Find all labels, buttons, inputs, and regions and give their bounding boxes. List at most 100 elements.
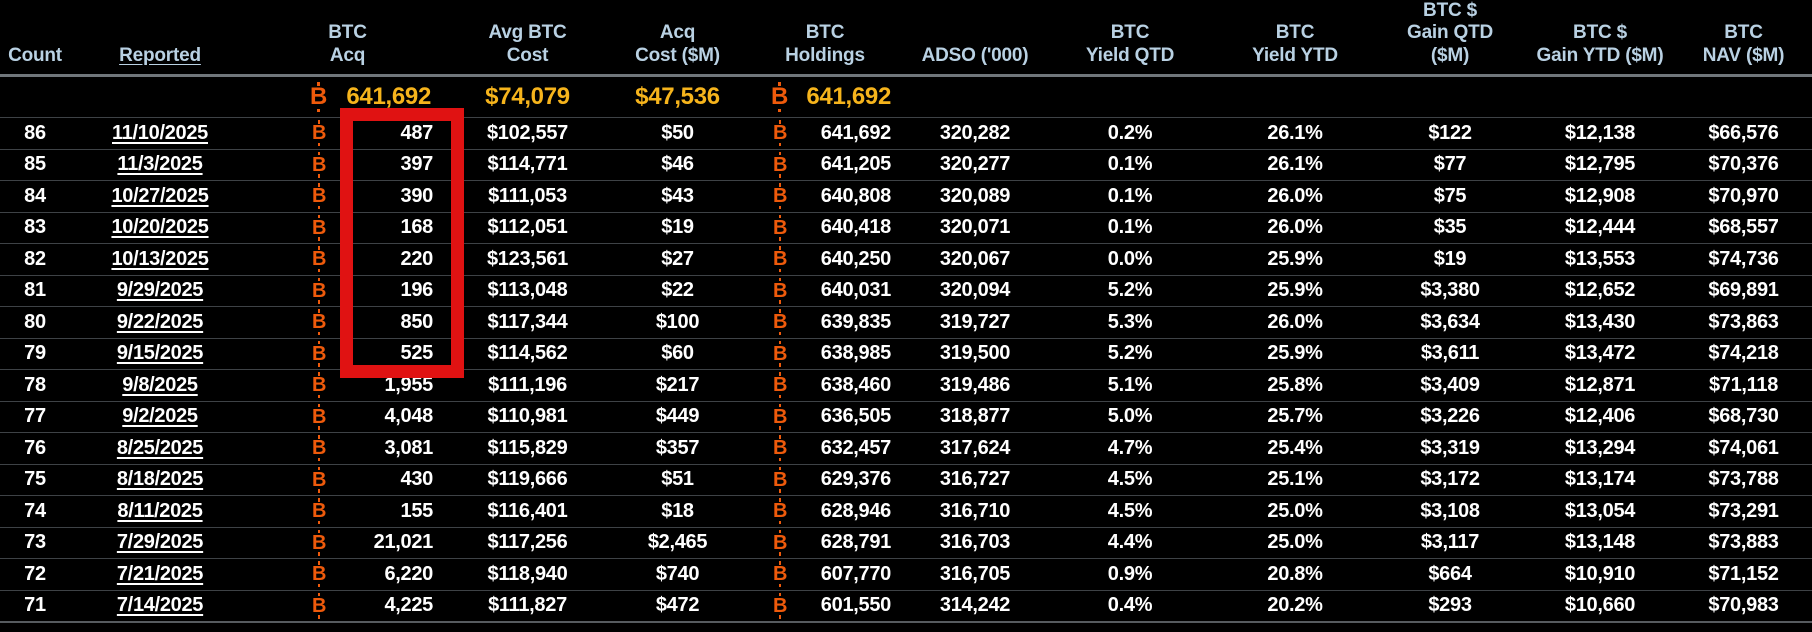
btc-acq-cell: B 168 [250,212,445,244]
btc-nav-cell: $70,970 [1708,184,1779,207]
count-cell: 73 [24,531,46,554]
btc-nav-cell: $70,983 [1708,594,1779,617]
btc-acq-cell: B 3,081 [250,433,445,465]
btc-gain-qtd-cell: $3,634 [1420,310,1480,333]
btc-gain-ytd-cell: $10,910 [1564,562,1636,585]
btc-gain-ytd-cell: $13,472 [1564,342,1636,365]
table-row: 82 10/13/2025 B 220 $123,561 $27 B 640,2… [0,243,1812,276]
reported-date-link[interactable]: 8/18/2025 [116,468,204,491]
bitcoin-icon: B [312,372,327,399]
acq-cost-cell: $46 [661,153,694,176]
bitcoin-icon: B [773,529,788,556]
reported-date-link[interactable]: 11/3/2025 [117,153,203,176]
btc-yield-ytd-cell: 25.9% [1267,342,1323,365]
btc-yield-qtd-cell: 5.3% [1107,310,1153,333]
bitcoin-icon: B [773,277,788,304]
acq-cost-cell: $51 [661,468,694,491]
header-btc-acq: BTC Acq [328,22,367,66]
btc-gain-ytd-cell: $12,406 [1564,405,1636,428]
btc-holdings-value: 628,946 [820,499,892,522]
bitcoin-icon: B [312,498,327,525]
reported-date-link[interactable]: 10/27/2025 [111,184,209,207]
btc-yield-qtd-cell: 4.4% [1107,531,1153,554]
count-cell: 71 [24,594,46,617]
bitcoin-icon: B [312,466,327,493]
btc-holdings-cell: B 636,505 [745,401,905,433]
reported-date-link[interactable]: 7/29/2025 [116,531,204,554]
btc-yield-ytd-cell: 26.0% [1267,310,1323,333]
btc-acq-cell: B 220 [250,244,445,276]
btc-holdings-cell: B 640,031 [745,275,905,307]
btc-holdings-cell: B 640,250 [745,244,905,276]
adso-cell: 320,094 [939,279,1011,302]
reported-date-link[interactable]: 7/21/2025 [116,562,204,585]
btc-holdings-value: 638,985 [820,342,892,365]
btc-gain-ytd-cell: $13,553 [1564,247,1636,270]
btc-gain-qtd-cell: $3,172 [1420,468,1480,491]
bitcoin-icon: B [773,151,788,178]
reported-date-link[interactable]: 8/25/2025 [116,436,204,459]
btc-acq-cell: B 4,048 [250,401,445,433]
acq-cost-cell: $50 [661,121,694,144]
acq-cost-cell: $2,465 [647,531,708,554]
btc-holdings-cell: B 641,205 [745,149,905,181]
btc-nav-cell: $74,061 [1708,436,1779,459]
adso-cell: 319,727 [939,310,1011,333]
reported-date-link[interactable]: 9/22/2025 [116,310,204,333]
btc-acq-cell: B 155 [250,496,445,528]
summary-empty-cell [1215,76,1375,118]
reported-date-link[interactable]: 10/20/2025 [111,216,209,239]
summary-empty-cell [1525,76,1675,118]
header-reported[interactable]: Reported [70,0,250,76]
btc-yield-qtd-cell: 4.5% [1107,468,1153,491]
bitcoin-icon: B [773,403,788,430]
reported-date-link[interactable]: 9/2/2025 [122,405,198,428]
reported-cell: 10/27/2025 [70,181,250,213]
btc-yield-qtd-cell: 5.2% [1107,342,1153,365]
reported-cell: 10/13/2025 [70,244,250,276]
table-row: 86 11/10/2025 B 487 $102,557 $50 B 641,6… [0,117,1812,150]
reported-date-link[interactable]: 10/13/2025 [111,247,209,270]
reported-date-link[interactable]: 9/8/2025 [122,373,198,396]
btc-yield-qtd-cell: 5.0% [1107,405,1153,428]
reported-date-link[interactable]: 8/11/2025 [117,499,203,522]
summary-empty-cell [1675,76,1812,118]
reported-cell: 8/11/2025 [70,496,250,528]
acq-cost-cell: $43 [661,184,694,207]
reported-date-link[interactable]: 11/10/2025 [112,121,208,144]
btc-nav-cell: $74,736 [1708,247,1779,270]
btc-gain-ytd-cell: $13,294 [1564,436,1636,459]
avg-btc-cost-cell: $102,557 [486,121,569,144]
reported-date-link[interactable]: 9/15/2025 [116,342,204,365]
avg-btc-cost-cell: $118,940 [487,562,568,585]
btc-yield-ytd-cell: 26.0% [1267,216,1323,239]
btc-gain-qtd-cell: $122 [1428,121,1472,144]
count-cell: 84 [24,184,46,207]
bitcoin-icon: B [312,277,327,304]
avg-btc-cost-cell: $119,666 [487,468,568,491]
btc-acq-cell: B 397 [250,149,445,181]
reported-date-link[interactable]: 7/14/2025 [116,594,204,617]
table-row: 76 8/25/2025 B 3,081 $115,829 $357 B 632… [0,432,1812,465]
btc-yield-qtd-cell: 5.1% [1107,373,1153,396]
count-cell: 85 [24,153,46,176]
btc-acq-cell: B 390 [250,181,445,213]
btc-holdings-value: 629,376 [820,468,892,491]
btc-holdings-value: 640,250 [820,247,892,270]
adso-cell: 319,486 [939,373,1011,396]
adso-cell: 320,089 [939,184,1011,207]
header-btc-holdings: BTC Holdings [785,22,865,66]
btc-acq-value: 4,048 [384,405,433,428]
btc-yield-qtd-cell: 4.7% [1107,436,1153,459]
btc-acq-cell: B 6,220 [250,559,445,591]
header-avg-btc-cost: Avg BTC Cost [488,22,567,66]
table-row: 83 10/20/2025 B 168 $112,051 $19 B 640,4… [0,212,1812,244]
acq-cost-cell: $449 [655,405,700,428]
reported-date-link[interactable]: 9/29/2025 [116,279,204,302]
btc-holdings-cell: B 640,418 [745,212,905,244]
btc-acq-value: 6,220 [384,562,433,585]
btc-acq-value: 525 [400,342,434,365]
count-cell: 81 [24,279,46,302]
acq-cost-cell: $100 [655,310,700,333]
btc-nav-cell: $73,291 [1708,499,1779,522]
